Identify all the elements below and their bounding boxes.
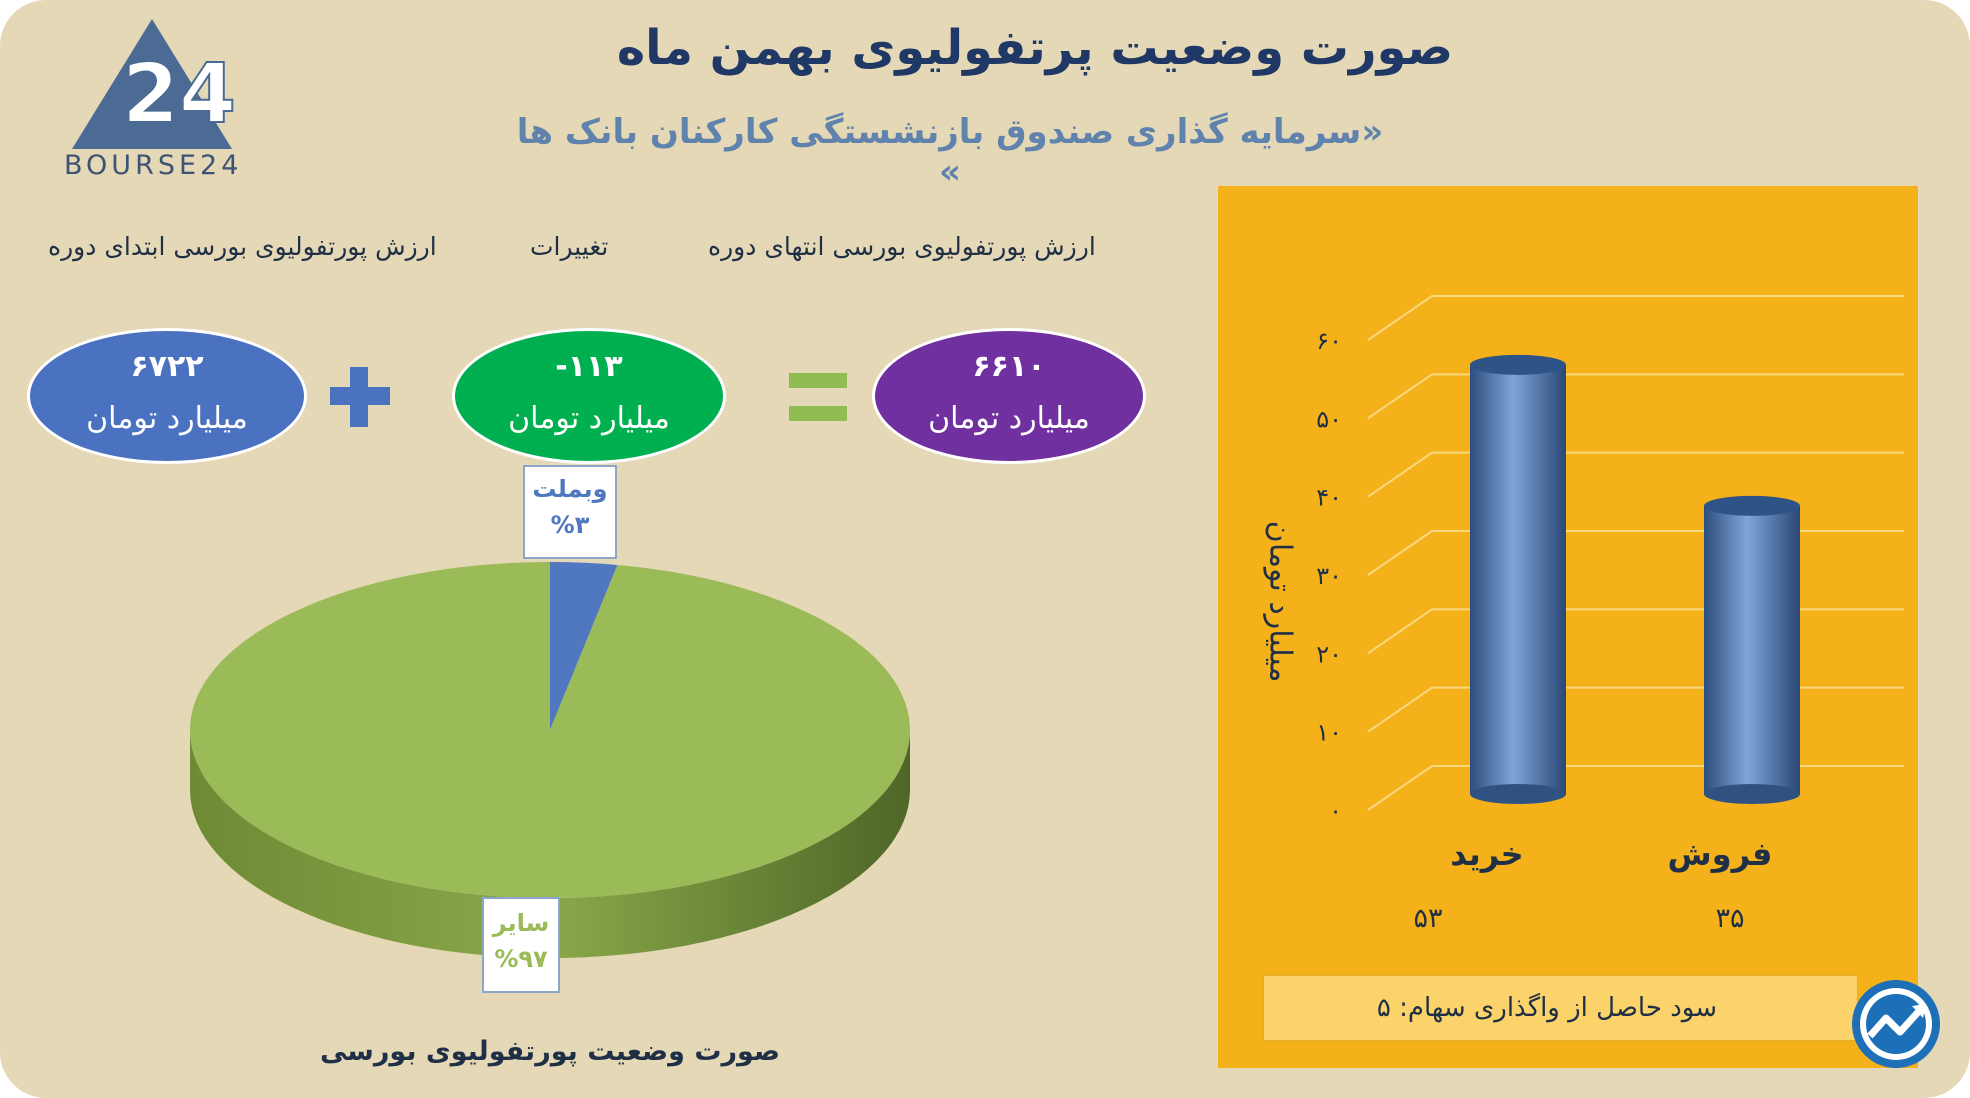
- equals-icon: [789, 373, 847, 388]
- y-tick-label: ۱۰: [1316, 719, 1342, 747]
- y-tick-label: ۵۰: [1316, 405, 1342, 433]
- end-value-oval: ۶۶۱۰ میلیارد تومان: [872, 328, 1146, 464]
- trend-chart-icon: [1852, 980, 1940, 1068]
- change-value: -۱۱۳: [555, 349, 623, 384]
- pie-label-name: وبملت: [532, 475, 608, 503]
- start-value-oval: ۶۷۲۲ میلیارد تومان: [27, 328, 307, 464]
- end-value-unit: میلیارد تومان: [928, 401, 1090, 436]
- gridline: [1367, 765, 1904, 811]
- pie-side-wall: [190, 730, 910, 958]
- end-value-header: ارزش پورتفولیوی بورسی انتهای دوره: [708, 232, 1096, 261]
- y-tick-label: ۴۰: [1316, 484, 1342, 512]
- page-title: صورت وضعیت پرتفولیوی بهمن ماه: [616, 20, 1454, 76]
- bar-value-buy: ۵۳: [1413, 903, 1443, 934]
- category-label-buy: خرید: [1450, 835, 1524, 873]
- gridline: [1367, 373, 1904, 420]
- equals-icon-bar: [789, 406, 847, 421]
- y-axis-label: میلیارد تومان: [1262, 520, 1298, 683]
- y-tick-label: ۲۰: [1316, 640, 1342, 668]
- trades-panel: [1218, 186, 1918, 1068]
- page-subtitle: «سرمایه گذاری صندوق بازنشستگی کارکنان با…: [516, 112, 1384, 192]
- plus-icon-bar: [330, 387, 390, 405]
- change-oval: -۱۱۳ میلیارد تومان: [452, 328, 726, 464]
- bar-0: [1470, 354, 1566, 804]
- pie-callout-bank-mellat: وبملت %۳: [523, 465, 617, 559]
- pie-label-pct: %۹۷: [494, 945, 548, 973]
- gridline: [1367, 451, 1904, 498]
- gridline: [1367, 686, 1904, 733]
- profit-box: سود حاصل از واگذاری سهام: ۵: [1263, 975, 1858, 1041]
- pie-label-name: سایر: [492, 909, 550, 937]
- start-value: ۶۷۲۲: [130, 349, 204, 384]
- pie-slice-0: [550, 562, 618, 730]
- category-label-sell: فروش: [1667, 835, 1773, 873]
- gridline: [1367, 608, 1904, 655]
- change-header: تغییرات: [530, 232, 609, 261]
- y-tick-label: ۰: [1329, 797, 1342, 825]
- bar-1: [1704, 495, 1800, 804]
- pie-callout-others: سایر %۹۷: [482, 897, 560, 993]
- start-value-unit: میلیارد تومان: [86, 401, 248, 436]
- bourse24-logo: 24: [72, 19, 237, 149]
- end-value: ۶۶۱۰: [972, 349, 1046, 384]
- portfolio-pie-chart: [190, 562, 910, 958]
- pie-caption: صورت وضعیت پورتفولیوی بورسی: [319, 1036, 781, 1067]
- y-tick-label: ۶۰: [1316, 327, 1342, 355]
- gridline: [1367, 530, 1904, 576]
- y-tick-label: ۳۰: [1316, 562, 1342, 590]
- bar-value-sell: ۳۵: [1715, 903, 1745, 934]
- change-value-unit: میلیارد تومان: [508, 401, 670, 436]
- gridline: [1367, 295, 1904, 341]
- start-value-header: ارزش پورتفولیوی بورسی ابتدای دوره: [48, 232, 437, 261]
- pie-label-pct: %۳: [550, 511, 590, 539]
- logo-text: BOURSE24: [64, 150, 243, 181]
- svg-text:24: 24: [122, 47, 236, 142]
- pie-slice-1: [190, 562, 910, 898]
